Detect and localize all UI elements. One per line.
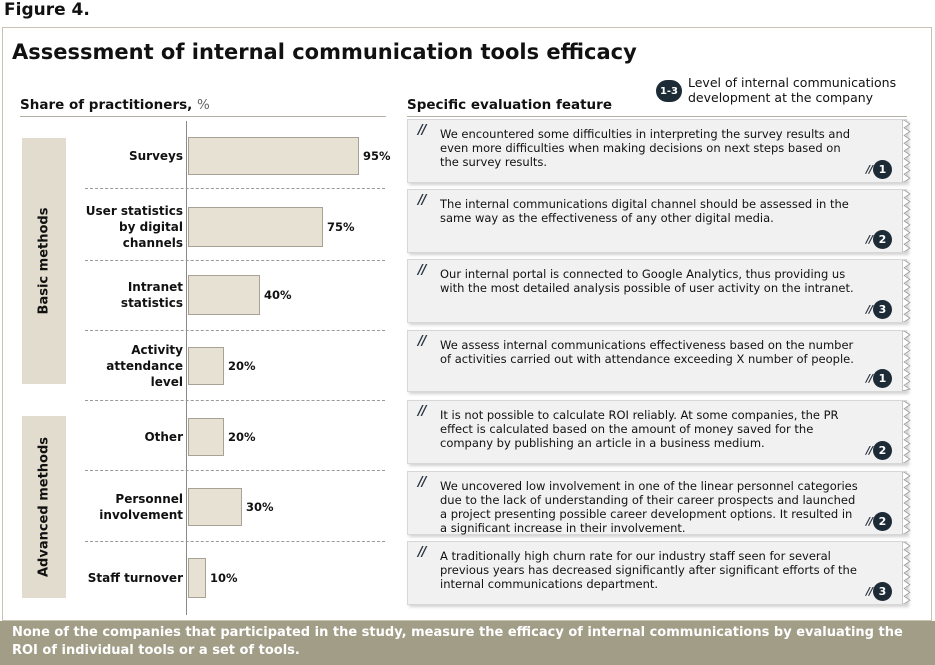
feature-text: We encountered some difficulties in inte… bbox=[440, 127, 851, 169]
feature-text: We assess internal communications effect… bbox=[440, 338, 854, 366]
quote-icon: // bbox=[418, 334, 426, 349]
torn-edge-icon bbox=[902, 120, 911, 182]
category-label: User statistics by digital channels bbox=[85, 204, 183, 250]
category-label: Intranet statistics bbox=[120, 280, 183, 310]
torn-edge-icon bbox=[902, 542, 911, 604]
feature-text: Our internal portal is connected to Goog… bbox=[440, 267, 854, 295]
value-label: 40% bbox=[264, 288, 292, 302]
level-marker-icon: // bbox=[865, 444, 873, 457]
quote-icon: // bbox=[418, 475, 426, 490]
right-header-rule bbox=[407, 116, 907, 117]
bar bbox=[188, 275, 260, 315]
level-marker-icon: // bbox=[865, 515, 873, 528]
value-label: 95% bbox=[363, 149, 391, 163]
category-label: Staff turnover bbox=[87, 571, 183, 585]
left-column-header: Share of practitioners, % bbox=[20, 97, 210, 113]
right-column-header: Specific evaluation feature bbox=[407, 97, 612, 113]
row-separator bbox=[85, 330, 385, 331]
torn-edge-icon bbox=[902, 190, 911, 252]
level-badge: 1 bbox=[873, 369, 892, 388]
level-marker-icon: // bbox=[865, 585, 873, 598]
bar bbox=[188, 418, 224, 456]
row-separator bbox=[85, 260, 385, 261]
feature-card: // The internal communications digital ch… bbox=[407, 189, 911, 253]
level-marker-icon: // bbox=[865, 233, 873, 246]
bar bbox=[188, 558, 206, 598]
chart-title: Assessment of internal communication too… bbox=[12, 40, 637, 64]
value-label: 20% bbox=[228, 430, 256, 444]
legend-text: Level of internal communications develop… bbox=[688, 75, 897, 105]
feature-text: The internal communications digital chan… bbox=[440, 197, 849, 225]
feature-card: // We encountered some difficulties in in… bbox=[407, 119, 911, 183]
feature-card: // It is not possible to calculate ROI re… bbox=[407, 400, 911, 464]
category-label: Other bbox=[144, 430, 183, 444]
feature-card: // A traditionally high churn rate for ou… bbox=[407, 541, 911, 605]
bar bbox=[188, 207, 323, 247]
quote-icon: // bbox=[418, 193, 426, 208]
quote-icon: // bbox=[418, 263, 426, 278]
feature-text: It is not possible to calculate ROI reli… bbox=[440, 408, 839, 450]
value-label: 75% bbox=[327, 220, 355, 234]
feature-text: We uncovered low involvement in one of t… bbox=[440, 479, 858, 535]
category-label: Activity attendance level bbox=[106, 343, 183, 389]
feature-card: // We uncovered low involvement in one of… bbox=[407, 471, 911, 535]
group-label-advanced: Advanced methods bbox=[36, 436, 52, 578]
quote-icon: // bbox=[418, 123, 426, 138]
feature-card: // Our internal portal is connected to Go… bbox=[407, 259, 911, 323]
row-separator bbox=[85, 541, 385, 542]
left-header-unit: % bbox=[196, 97, 210, 113]
level-badge: 3 bbox=[873, 582, 892, 601]
category-label: Personnel involvement bbox=[99, 492, 183, 522]
level-marker-icon: // bbox=[865, 163, 873, 176]
value-label: 10% bbox=[210, 571, 238, 585]
footer-text: None of the companies that participated … bbox=[12, 625, 903, 658]
figure-label: Figure 4. bbox=[4, 0, 90, 20]
feature-card: // We assess internal communications effe… bbox=[407, 330, 911, 392]
torn-edge-icon bbox=[902, 260, 911, 322]
row-separator bbox=[85, 188, 385, 189]
group-basic-methods: Basic methods bbox=[22, 138, 66, 384]
feature-text: A traditionally high churn rate for our … bbox=[440, 549, 857, 591]
row-separator bbox=[85, 470, 385, 471]
left-header-rule bbox=[20, 116, 386, 117]
value-label: 30% bbox=[246, 500, 274, 514]
legend-level-badge: 1-3 bbox=[656, 80, 682, 102]
level-marker-icon: // bbox=[865, 372, 873, 385]
footer-note: None of the companies that participated … bbox=[0, 621, 935, 665]
group-label-basic: Basic methods bbox=[36, 207, 52, 315]
group-advanced-methods: Advanced methods bbox=[22, 416, 66, 598]
quote-icon: // bbox=[418, 545, 426, 560]
level-badge: 3 bbox=[873, 300, 892, 319]
left-header-label: Share of practitioners, bbox=[20, 97, 193, 113]
level-badge: 2 bbox=[873, 230, 892, 249]
torn-edge-icon bbox=[902, 331, 911, 391]
level-badge: 2 bbox=[873, 441, 892, 460]
torn-edge-icon bbox=[902, 401, 911, 463]
bar bbox=[188, 137, 359, 175]
bar bbox=[188, 488, 242, 526]
category-label: Surveys bbox=[128, 149, 183, 163]
row-separator bbox=[85, 400, 385, 401]
bar-axis bbox=[186, 121, 187, 615]
level-badge: 2 bbox=[873, 512, 892, 531]
quote-icon: // bbox=[418, 404, 426, 419]
level-badge: 1 bbox=[873, 160, 892, 179]
torn-edge-icon bbox=[902, 472, 911, 534]
value-label: 20% bbox=[228, 359, 256, 373]
level-marker-icon: // bbox=[865, 303, 873, 316]
bar bbox=[188, 347, 224, 385]
